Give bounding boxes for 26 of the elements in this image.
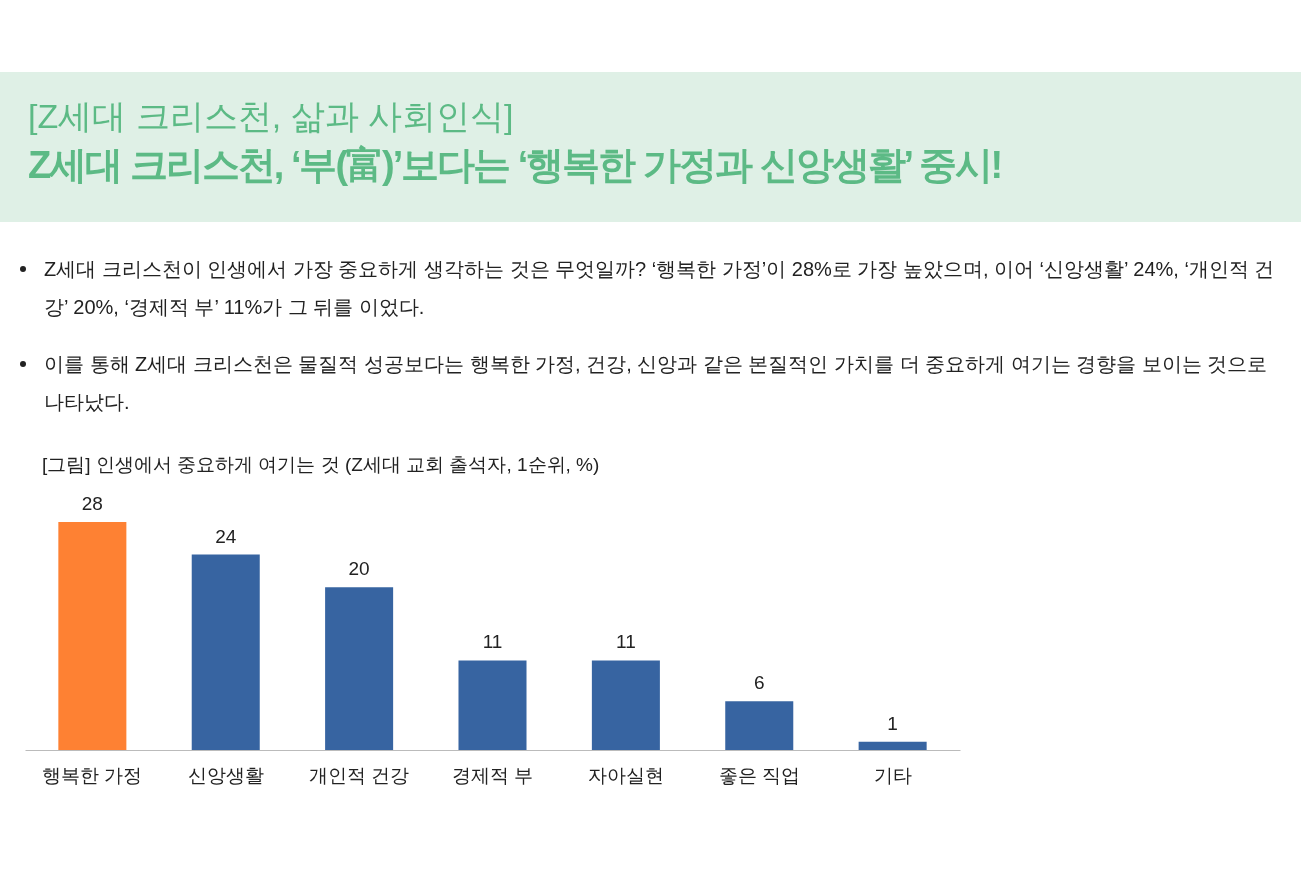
bar xyxy=(591,660,660,750)
x-tick-label: 좋은 직업 xyxy=(718,764,800,786)
bar xyxy=(191,554,260,750)
chart-subtitle: Z세대 크리스천, ‘부(富)’보다는 ‘행복한 가정과 신앙생활’ 중시! xyxy=(28,143,1002,188)
bar xyxy=(725,701,794,750)
x-tick-label: 개인적 건강 xyxy=(308,764,410,786)
x-tick-label: 행복한 가정 xyxy=(42,764,143,786)
text: [그림] 인생에서 중요하게 여기는 것 (Z세대 교회 출석자, 1순위, %) xyxy=(42,453,600,477)
x-tick-label: 경제적 부 xyxy=(451,764,534,786)
text: 이를 통해 Z세대 크리스천은 물질적 성공보다는 행복한 가정, 건강, 신앙과 같은 본질적인 가치를 더 중요하게 여기는 경향을 보이는 것으로 나타났다. xyxy=(43,352,1269,415)
data-label: 1 xyxy=(887,712,898,734)
data-label: 24 xyxy=(215,525,237,547)
bar xyxy=(58,522,127,750)
bar xyxy=(458,660,527,750)
x-tick-label: 신앙생활 xyxy=(187,764,264,786)
data-label: 6 xyxy=(753,672,765,694)
bar xyxy=(325,587,394,750)
chart-title: [Z세대 크리스천, 삶과 사회인식] xyxy=(28,96,514,137)
data-label: 11 xyxy=(482,631,503,653)
x-tick-label: 기타 xyxy=(873,764,912,786)
text: Z세대 크리스천이 인생에서 가장 중요하게 생각하는 것은 무엇일까? ‘행복한 가정’이 28%로 가장 높았으며, 이어 ‘신앙생활’ 24%, ‘개인적 건강’ 20%, ‘경제적 부’ 11%가 그 뒤를 이었다. xyxy=(43,257,1276,320)
data-label: 11 xyxy=(616,631,636,653)
data-label: 20 xyxy=(348,558,370,580)
bar xyxy=(858,741,927,750)
data-label: 28 xyxy=(81,493,103,514)
x-tick-label: 자아실현 xyxy=(587,764,664,786)
